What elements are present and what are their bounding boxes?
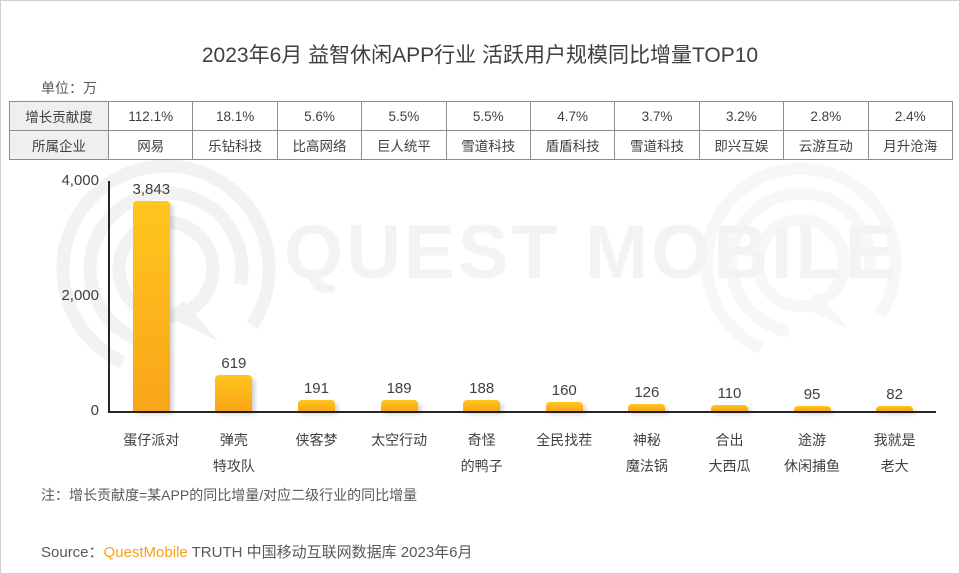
contribution-value-cell: 5.6% [276,101,363,131]
contribution-value-cell: 2.8% [783,101,869,131]
company-name-cell: 雪道科技 [445,130,531,160]
bar [876,406,914,411]
y-axis-tick-label: 0 [90,402,99,419]
category-label: 弹壳 特攻队 [212,432,255,474]
bar [132,201,170,411]
row-header-contribution: 增长贡献度 [9,101,109,131]
contribution-value-cell: 3.7% [614,101,700,131]
contribution-value-cell: 3.2% [698,101,785,131]
company-name-cell: 乐钻科技 [192,130,278,160]
company-name-cell: 云游互动 [783,130,869,160]
category-label: 蛋仔派对 [123,432,180,448]
bar-column: 189 [358,181,441,411]
questmobile-text-watermark: QUEST MOBILE [284,210,899,295]
bar [297,400,335,411]
bar-value-label: 110 [717,384,742,402]
company-name-cell: 盾盾科技 [529,130,616,160]
bar-value-label: 189 [386,380,412,398]
bar-value-label: 619 [221,355,247,373]
category-axis-labels: 蛋仔派对 弹壳 特攻队 侠客梦 太空行动 奇怪 的鸭子 全民找茬 神秘 魔法锅 合出 大西瓜 途游 休闲捕… [110,427,936,479]
bar-value-label: 82 [886,386,903,404]
chart-title: 2023年6月 益智休闲APP行业 活跃用户规模同比增量TOP10 [201,44,759,67]
source-suffix: TRUTH 中国移动互联网数据库 2023年6月 [187,544,473,561]
contribution-value-cell: 2.4% [867,101,954,131]
bar [545,401,583,411]
bar-value-label: 95 [803,385,821,403]
bar-value-label: 188 [469,380,495,398]
company-name-cell: 月升沧海 [867,130,954,160]
y-axis-tick-label: 4,000 [61,172,99,189]
bar-column: 110 [688,181,771,411]
bar-column: 619 [193,181,276,411]
contribution-value-cell: 18.1% [192,101,278,131]
source-brand: QuestMobile [103,544,188,561]
company-name-cell: 网易 [107,130,194,160]
category-label: 我就是 老大 [873,432,916,474]
bar [463,400,501,411]
footnote: 注：增长贡献度=某APP的同比增量/对应二级行业的同比增量 [41,487,418,503]
bar-column: 188 [440,181,523,411]
bar [710,404,748,411]
category-label: 合出 大西瓜 [708,432,751,474]
bar-column: 191 [275,181,358,411]
company-name-cell: 即兴互娱 [698,130,785,160]
category-label: 太空行动 [371,432,428,448]
bar [380,400,418,411]
company-name-cell: 比高网络 [276,130,363,160]
bar-column: 3,843 [110,181,193,411]
bar-column: 82 [853,181,936,411]
category-label: 途游 休闲捕鱼 [784,432,841,474]
bar [215,375,253,411]
bar-value-label: 126 [634,383,660,401]
x-axis-line [108,411,936,413]
bar-value-label: 160 [551,381,577,399]
source-line: Source：QuestMobile TRUTH 中国移动互联网数据库 2023… [41,541,473,562]
contribution-value-cell: 4.7% [529,101,616,131]
table-row-company: 所属企业 网易 乐钻科技 比高网络 巨人统平 雪道科技 盾盾科技 雪道科技 即兴互娱 云游互动月… [9,130,954,160]
contribution-value-cell: 5.5% [361,101,447,131]
row-header-company: 所属企业 [9,130,109,160]
y-axis-tick-label: 2,000 [61,287,99,304]
category-label: 全民找茬 [536,432,593,448]
source-prefix: Source： [41,544,104,561]
contribution-value-cell: 112.1% [107,101,194,131]
bar-chart: 3,843 619 191 189 188 160 126 110 95 82 [110,181,936,411]
bar-column: 126 [606,181,689,411]
bar-value-label: 3,843 [132,181,171,198]
y-axis-line [108,181,110,411]
bar-column: 95 [771,181,854,411]
bar-column: 160 [523,181,606,411]
table-row-contribution: 增长贡献度 112.1% 18.1% 5.6% 5.5% 5.5% 4.7% 3.7% 3.2… [9,101,954,131]
bar-value-label: 191 [303,380,329,397]
bar [628,403,666,411]
bar [793,405,831,411]
company-name-cell: 雪道科技 [614,130,700,160]
contribution-value-cell: 5.5% [445,101,531,131]
company-name-cell: 巨人统平 [361,130,447,160]
contribution-table: 增长贡献度 112.1% 18.1% 5.6% 5.5% 5.5% 4.7% 3.7% 3.2… [9,101,954,160]
category-label: 神秘 魔法锅 [625,432,668,474]
unit-label: 单位：万 [41,80,97,96]
category-label: 侠客梦 [295,432,338,448]
questmobile-logo-watermark-icon [700,162,902,364]
category-label: 奇怪 的鸭子 [460,432,503,474]
